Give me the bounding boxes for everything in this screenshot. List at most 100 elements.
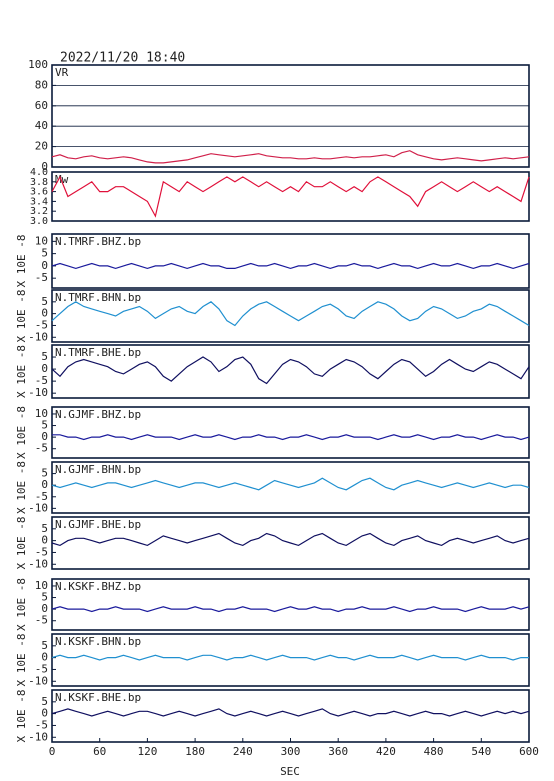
panel-label: N.GJMF.BHE.bp [55,518,141,531]
y-tick-label: -5 [35,718,48,731]
y-tick-label: 0 [41,307,48,320]
y-tick-label: -5 [35,545,48,558]
panel-frame [51,289,530,343]
y-tick-label: 5 [41,639,48,652]
panel-frame [51,64,530,168]
y-tick-label: 0 [41,259,48,272]
y-tick-label: 5 [41,350,48,363]
y-tick-label: -10 [28,557,48,570]
y-tick-label: 5 [41,591,48,604]
series-line [51,532,530,547]
y-tick-label: 5 [41,295,48,308]
y-tick-label: 20 [35,140,48,153]
y-tick-label: 0 [41,160,48,173]
panel-label: N.KSKF.BHN.bp [55,635,141,648]
panel-frame [51,406,530,459]
series-line [51,477,530,491]
y-tick-label: 5 [41,695,48,708]
y-axis-label: X 10E -8 [15,345,28,398]
y-axis-label: X 10E -8 [15,290,28,343]
y-tick-label: 80 [35,78,48,91]
y-tick-label: -5 [35,271,48,284]
y-tick-label: 5 [41,467,48,480]
y-tick-label: -5 [35,662,48,675]
x-tick-label: 420 [376,745,396,758]
y-tick-label: -10 [28,386,48,399]
y-axis-label: X 10E -8 [15,406,28,459]
y-tick-label: 40 [35,119,48,132]
x-tick-label: 540 [471,745,491,758]
series-line [51,175,530,218]
y-tick-label: 0 [41,707,48,720]
x-tick-label: 120 [137,745,157,758]
y-tick-label: 3.4 [30,196,48,207]
chart-title: 2022/11/20 18:40 [60,51,185,66]
x-tick-label: 360 [328,745,348,758]
series-line [51,301,530,327]
panel-label: N.KSKF.BHZ.bp [55,580,141,593]
y-axis-label: X 10E -8 [15,690,28,743]
panel-frame [51,233,530,289]
y-tick-label: -5 [35,614,48,627]
panel-label: N.TMRF.BHZ.bp [55,235,141,248]
y-tick-label: 0 [41,602,48,615]
y-axis-label: X 10E -8 [15,235,28,288]
series-line [51,356,530,385]
panel-frame [51,633,530,687]
y-tick-label: -5 [35,374,48,387]
y-tick-label: -10 [28,674,48,687]
x-tick-label: 0 [49,745,56,758]
panel-label: N.GJMF.BHN.bp [55,463,141,476]
y-tick-label: -5 [35,442,48,455]
y-tick-label: 5 [41,247,48,260]
panel-label: Mw [55,173,69,186]
y-tick-label: 5 [41,419,48,432]
panel-frame [51,344,530,399]
y-tick-label: 0 [41,478,48,491]
panel-frame [51,578,530,631]
x-tick-label: 480 [424,745,444,758]
y-tick-label: 4.0 [30,167,48,178]
x-tick-label: 600 [519,745,539,758]
series-line [51,262,530,270]
panel-label: N.KSKF.BHE.bp [55,691,141,704]
y-tick-label: 100 [28,58,48,71]
y-axis-label: X 10E -8 [15,578,28,631]
series-line [51,150,530,164]
y-tick-label: -10 [28,730,48,743]
series-line [51,708,530,717]
y-axis-label: X 10E -8 [15,517,28,570]
y-tick-label: 5 [41,522,48,535]
y-tick-label: 3.6 [30,187,48,198]
y-axis-label: X 10E -8 [15,461,28,514]
y-tick-label: -10 [28,501,48,514]
y-tick-label: 0 [41,430,48,443]
y-tick-label: 0 [41,651,48,664]
y-axis-label: X 10E -8 [15,634,28,687]
panel-frame [51,171,530,222]
y-tick-label: 3.2 [30,206,48,217]
panel-label: N.GJMF.BHZ.bp [55,408,141,421]
panel-label: N.TMRF.BHN.bp [55,291,141,304]
y-tick-label: -5 [35,490,48,503]
y-tick-label: 10 [35,407,48,420]
x-axis-label: SEC [280,765,300,778]
x-tick-label: 300 [281,745,301,758]
y-tick-label: -5 [35,318,48,331]
y-tick-label: 0 [41,362,48,375]
y-tick-label: 10 [35,234,48,247]
y-tick-label: 3.8 [30,177,48,188]
series-line [52,434,530,441]
x-tick-label: 240 [233,745,253,758]
y-tick-label: -10 [28,330,48,343]
y-tick-label: 3.0 [30,216,48,227]
y-tick-label: 60 [35,99,48,112]
panel-label: N.TMRF.BHE.bp [55,346,141,359]
x-tick-label: 180 [185,745,205,758]
y-tick-label: 10 [35,579,48,592]
y-tick-label: 0 [41,534,48,547]
panel-label: VR [55,66,69,79]
series-line [51,654,529,661]
x-tick-label: 60 [93,745,106,758]
